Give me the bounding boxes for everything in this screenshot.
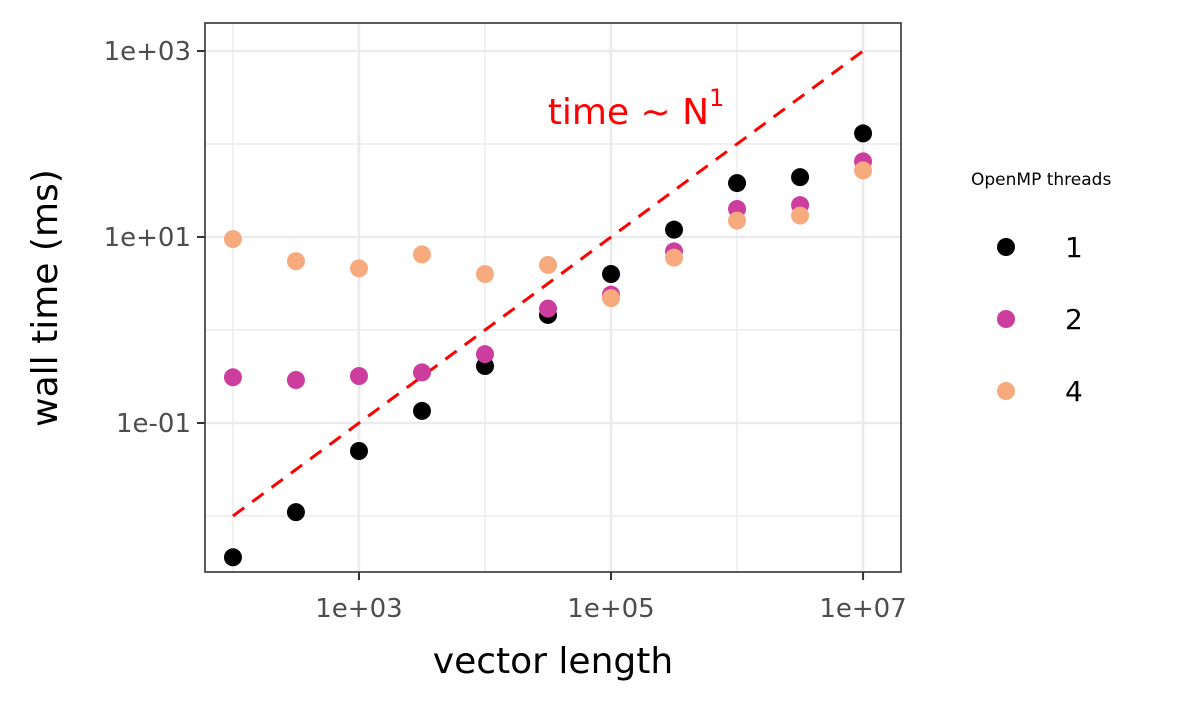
- y-axis: 1e-01 1e+01 1e+03: [104, 37, 205, 439]
- point-threads-2: [412, 363, 431, 382]
- legend-title: OpenMP threads: [971, 170, 1111, 190]
- x-tick-label: 1e+03: [315, 594, 402, 624]
- point-threads-1: [728, 174, 747, 193]
- point-threads-4: [349, 259, 368, 278]
- x-tick-label: 1e+05: [567, 594, 654, 624]
- point-threads-1: [791, 168, 810, 187]
- y-tick-label: 1e+01: [104, 223, 191, 253]
- grid: [205, 23, 901, 572]
- legend-label-1: 1: [1065, 231, 1083, 264]
- point-threads-1: [602, 265, 621, 284]
- point-threads-4: [286, 252, 305, 271]
- panel-border: [204, 22, 902, 573]
- reference-line: [232, 49, 864, 518]
- data-points: [223, 124, 873, 567]
- reference-annotation-exponent: 1: [709, 84, 724, 112]
- y-tick-label: 1e+03: [104, 37, 191, 67]
- reference-annotation-text: time ~ N: [548, 92, 709, 133]
- point-threads-4: [791, 206, 810, 225]
- point-threads-2: [223, 368, 242, 387]
- point-threads-4: [854, 161, 873, 180]
- point-threads-1: [854, 124, 873, 143]
- legend-key-1: [997, 238, 1015, 256]
- point-threads-2: [539, 299, 558, 318]
- point-threads-1: [412, 401, 431, 420]
- point-threads-4: [412, 245, 431, 264]
- point-threads-1: [223, 548, 242, 567]
- legend-label-2: 2: [1065, 303, 1083, 336]
- point-threads-2: [476, 345, 495, 364]
- point-threads-1: [349, 442, 368, 461]
- y-tick-label: 1e-01: [116, 409, 191, 439]
- point-threads-4: [539, 255, 558, 274]
- reference-annotation: time ~ N1: [548, 84, 725, 133]
- legend-key-2: [997, 310, 1015, 328]
- point-threads-2: [349, 367, 368, 386]
- x-axis-title: vector length: [433, 641, 673, 682]
- x-tick-label: 1e+07: [819, 594, 906, 624]
- legend-key-4: [997, 382, 1015, 400]
- point-threads-4: [476, 265, 495, 284]
- point-threads-4: [223, 230, 242, 249]
- point-threads-2: [286, 371, 305, 390]
- point-threads-4: [665, 248, 684, 267]
- x-axis: 1e+03 1e+05 1e+07: [315, 572, 907, 624]
- reference-line-path: [232, 49, 864, 518]
- y-axis-title: wall time (ms): [25, 169, 66, 427]
- legend-label-4: 4: [1065, 375, 1083, 408]
- point-threads-1: [286, 503, 305, 522]
- point-threads-1: [665, 220, 684, 239]
- legend: OpenMP threads 1 2 4: [971, 170, 1111, 408]
- point-threads-4: [602, 289, 621, 308]
- point-threads-4: [728, 211, 747, 230]
